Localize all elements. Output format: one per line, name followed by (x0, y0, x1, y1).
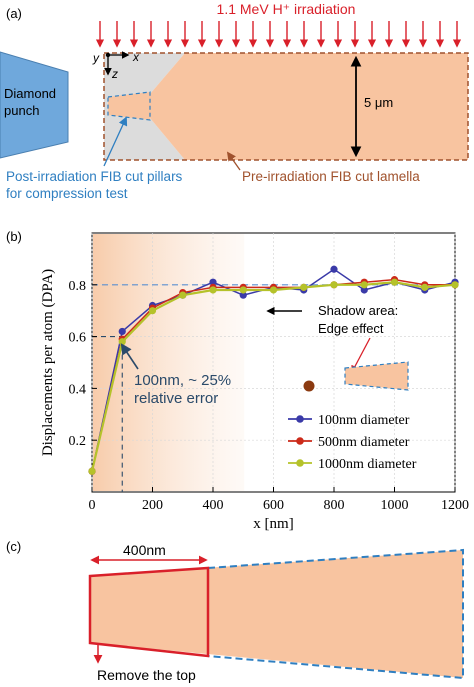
legend-swatch-marker (296, 415, 304, 423)
y-tick-label: 0.8 (69, 279, 87, 294)
edge-pillar-sketch (344, 361, 409, 391)
y-tick-label: 0.6 (69, 331, 87, 346)
data-point (118, 327, 126, 336)
removed-top-outline (88, 566, 210, 658)
panel-c-label: (c) (6, 539, 21, 554)
legend: 100nm diameter 500nm diameter 1000nm diame… (288, 413, 417, 472)
thickness-label: 5 μm (364, 95, 393, 110)
pillar-shape (107, 91, 151, 121)
punch-label-line1: Diamond (4, 86, 56, 101)
panel-a: (a) 1.1 MeV H⁺ irradiation Diamond punch… (0, 1, 469, 201)
shadow-label-line2: Edge effect (318, 321, 384, 336)
legend-swatch-marker (296, 437, 304, 445)
shadow-label-line1: Shadow area: (318, 303, 398, 318)
data-point (360, 281, 368, 289)
data-point (390, 278, 399, 286)
y-tick-label: 0.2 (69, 434, 87, 449)
data-point (239, 291, 247, 299)
grid-layer (91, 233, 456, 492)
data-point (209, 286, 217, 294)
legend-label: 1000nm diameter (318, 457, 417, 472)
irradiation-arrows (95, 21, 462, 48)
tick-layer: 0 200 400 600 800 1000 1200 0.2 0.4 0.6 0.8 (69, 279, 470, 513)
panel-c: (c) 400nm Remove the top (6, 539, 464, 683)
lamella-pointer-arrow (226, 151, 241, 171)
data-point (88, 467, 96, 475)
panel-b: (b) 0 200 400 600 800 1000 1200 0.2 0.4 0.6 0.8 x … (6, 229, 469, 532)
y-tick-label: 0.4 (69, 382, 87, 397)
axis-origin (105, 52, 111, 58)
edge-pointer-arrow (351, 337, 371, 374)
axis-y-label: y (92, 51, 100, 65)
x-tick-label: 600 (263, 498, 284, 513)
data-point (330, 281, 338, 289)
remove-label: Remove the top (97, 667, 196, 683)
legend-label: 100nm diameter (318, 413, 410, 428)
error-label-line2: relative error (134, 390, 218, 407)
punch-label-line2: punch (4, 103, 39, 118)
x-tick-label: 0 (89, 498, 96, 513)
axis-z-label: z (111, 67, 118, 81)
legend-swatch-marker (296, 459, 304, 467)
data-point (148, 307, 157, 315)
x-axis-title: x [nm] (253, 516, 293, 532)
x-tick-label: 1200 (441, 498, 469, 513)
remaining-outline (207, 548, 464, 680)
width-label: 400nm (123, 542, 166, 558)
pillar-pointer-arrow (103, 116, 128, 167)
pre-irradiation-label: Pre-irradiation FIB cut lamella (242, 169, 420, 184)
lamella-shape (150, 53, 468, 160)
data-point (300, 283, 308, 291)
error-pointer-arrow (120, 343, 139, 370)
post-irradiation-line1: Post-irradiation FIB cut pillars (6, 169, 183, 184)
irradiation-label: 1.1 MeV H⁺ irradiation (217, 1, 356, 17)
x-tick-label: 1000 (381, 498, 409, 513)
axis-x-label: x (132, 50, 140, 64)
diamond-punch (0, 51, 69, 159)
series-layer (88, 265, 459, 475)
data-point (118, 338, 126, 346)
lamella-outline (103, 52, 469, 161)
data-point (179, 291, 187, 299)
y-axis-title: Displacements per atom (DPA) (40, 269, 56, 456)
x-tick-label: 200 (142, 498, 163, 513)
data-point (239, 286, 247, 294)
data-point (360, 286, 368, 294)
post-irradiation-line2: for compression test (6, 186, 128, 201)
panel-a-label: (a) (6, 6, 22, 21)
legend-label: 500nm diameter (318, 435, 410, 450)
x-tick-label: 400 (203, 498, 224, 513)
panel-b-label: (b) (6, 229, 22, 244)
edge-dot (303, 380, 315, 392)
data-point (330, 265, 338, 273)
data-point (269, 286, 278, 294)
data-point (209, 278, 217, 286)
error-label-line1: 100nm, ~ 25% (134, 372, 231, 389)
specimen-shape (90, 550, 463, 678)
data-point (421, 283, 429, 291)
x-tick-label: 800 (324, 498, 345, 513)
data-point (451, 281, 459, 289)
